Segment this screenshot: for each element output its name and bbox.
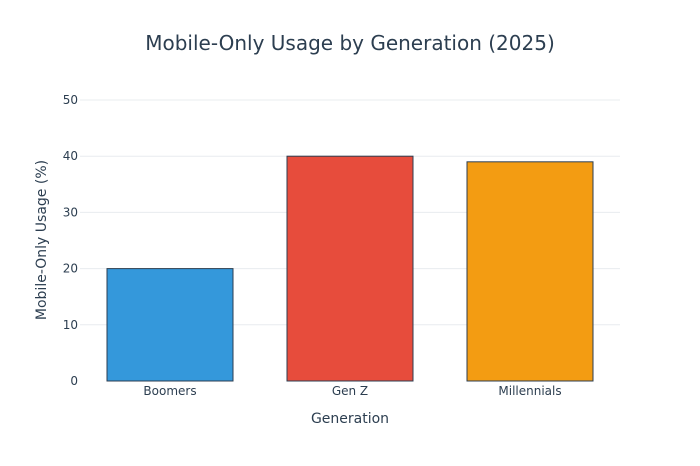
x-axis-ticks: Boomers Gen Z Millennials xyxy=(143,384,561,398)
y-tick-label: 40 xyxy=(63,149,78,163)
chart-title: Mobile-Only Usage by Generation (2025) xyxy=(145,31,555,55)
y-tick-label: 20 xyxy=(63,262,78,276)
bar-gen-z xyxy=(286,155,414,382)
bars xyxy=(106,155,594,382)
x-axis-title: Generation xyxy=(311,411,389,427)
y-tick-label: 0 xyxy=(70,374,78,388)
y-tick-label: 10 xyxy=(63,318,78,332)
x-tick-label: Boomers xyxy=(143,384,196,398)
y-axis-title: Mobile-Only Usage (%) xyxy=(34,160,50,320)
y-tick-label: 50 xyxy=(63,93,78,107)
bar-millennials xyxy=(466,161,594,382)
y-tick-label: 30 xyxy=(63,205,78,219)
x-tick-label: Millennials xyxy=(498,384,561,398)
bar-boomers xyxy=(106,268,234,382)
x-tick-label: Gen Z xyxy=(332,384,368,398)
y-axis-ticks: 0 10 20 30 40 50 xyxy=(63,93,78,388)
